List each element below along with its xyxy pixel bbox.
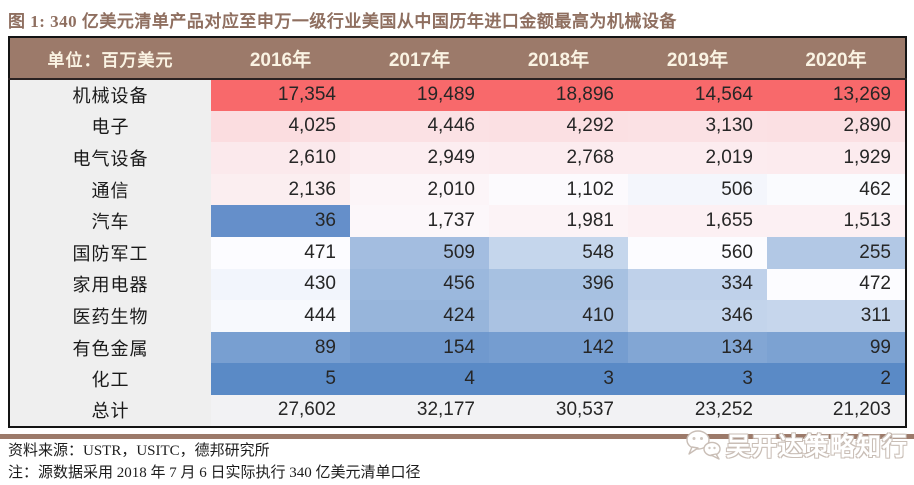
value-cell: 471: [211, 236, 350, 269]
value-cell: 142: [489, 331, 628, 364]
value-cell: 396: [489, 268, 628, 301]
footer: 资料来源：USTR，USITC，德邦研究所 注：源数据采用 2018 年 7 月…: [8, 440, 421, 484]
table-row: 总计 27,602 32,177 30,537 23,252 21,203: [9, 394, 906, 427]
year-header: 2019年: [628, 37, 767, 80]
value-cell: 30,537: [489, 394, 628, 427]
value-cell: 134: [628, 331, 767, 364]
table-row: 汽车 36 1,737 1,981 1,655 1,513: [9, 205, 906, 237]
value-cell: 3: [628, 363, 767, 395]
value-cell: 1,655: [628, 205, 767, 237]
value-cell: 1,102: [489, 173, 628, 206]
value-cell: 548: [489, 236, 628, 269]
value-cell: 4,292: [489, 110, 628, 143]
row-label: 化工: [9, 363, 211, 395]
table-row: 电气设备 2,610 2,949 2,768 2,019 1,929: [9, 142, 906, 174]
value-cell: 472: [767, 268, 906, 301]
value-cell: 410: [489, 300, 628, 332]
value-cell: 424: [350, 300, 489, 332]
value-cell: 154: [350, 331, 489, 364]
table-row: 有色金属 89 154 142 134 99: [9, 331, 906, 364]
table-header-row: 单位：百万美元 2016年 2017年 2018年 2019年 2020年: [9, 37, 906, 80]
value-cell: 21,203: [767, 394, 906, 427]
bottom-accent-band: [0, 434, 914, 439]
row-label: 国防军工: [9, 236, 211, 269]
value-cell: 255: [767, 236, 906, 269]
year-header: 2020年: [767, 37, 906, 80]
year-header: 2018年: [489, 37, 628, 80]
data-note: 注：源数据采用 2018 年 7 月 6 日实际执行 340 亿美元清单口径: [8, 465, 421, 481]
wechat-icon: [685, 429, 721, 461]
table-row: 化工 5 4 3 3 2: [9, 363, 906, 395]
table-row: 电子 4,025 4,446 4,292 3,130 2,890: [9, 110, 906, 143]
value-cell: 36: [211, 205, 350, 237]
value-cell: 2,019: [628, 142, 767, 174]
value-cell: 509: [350, 236, 489, 269]
value-cell: 2,610: [211, 142, 350, 174]
value-cell: 4,025: [211, 110, 350, 143]
row-label: 有色金属: [9, 331, 211, 364]
table-row: 通信 2,136 2,010 1,102 506 462: [9, 173, 906, 206]
value-cell: 444: [211, 300, 350, 332]
watermark-text: 吴开达策略知行: [725, 434, 908, 461]
year-header: 2017年: [350, 37, 489, 80]
source-note: 资料来源：USTR，USITC，德邦研究所: [8, 443, 270, 459]
watermark: 吴开达策略知行: [685, 427, 908, 463]
value-cell: 456: [350, 268, 489, 301]
import-table-wrap: 单位：百万美元 2016年 2017年 2018年 2019年 2020年 机械设备 17…: [8, 36, 907, 428]
row-label: 汽车: [9, 205, 211, 237]
value-cell: 2,768: [489, 142, 628, 174]
value-cell: 1,929: [767, 142, 906, 174]
row-label: 医药生物: [9, 300, 211, 332]
value-cell: 2: [767, 363, 906, 395]
row-label: 家用电器: [9, 268, 211, 301]
table-row: 家用电器 430 456 396 334 472: [9, 268, 906, 301]
value-cell: 17,354: [211, 79, 350, 111]
value-cell: 1,737: [350, 205, 489, 237]
value-cell: 27,602: [211, 394, 350, 427]
row-label: 总计: [9, 394, 211, 427]
value-cell: 334: [628, 268, 767, 301]
value-cell: 2,010: [350, 173, 489, 206]
value-cell: 13,269: [767, 79, 906, 111]
value-cell: 4,446: [350, 110, 489, 143]
value-cell: 3: [489, 363, 628, 395]
value-cell: 346: [628, 300, 767, 332]
value-cell: 311: [767, 300, 906, 332]
table-row: 机械设备 17,354 19,489 18,896 14,564 13,269: [9, 79, 906, 111]
value-cell: 1,513: [767, 205, 906, 237]
row-label: 通信: [9, 173, 211, 206]
value-cell: 462: [767, 173, 906, 206]
value-cell: 3,130: [628, 110, 767, 143]
value-cell: 506: [628, 173, 767, 206]
page-title: 图 1: 340 亿美元清单产品对应至申万一级行业美国从中国历年进口金额最高为机…: [8, 12, 677, 31]
table-row: 国防军工 471 509 548 560 255: [9, 236, 906, 269]
unit-header: 单位：百万美元: [9, 37, 211, 80]
value-cell: 23,252: [628, 394, 767, 427]
value-cell: 560: [628, 236, 767, 269]
year-header: 2016年: [211, 37, 350, 80]
value-cell: 32,177: [350, 394, 489, 427]
import-heatmap-table: 单位：百万美元 2016年 2017年 2018年 2019年 2020年 机械设备 17…: [8, 36, 907, 428]
value-cell: 99: [767, 331, 906, 364]
value-cell: 430: [211, 268, 350, 301]
value-cell: 2,890: [767, 110, 906, 143]
value-cell: 19,489: [350, 79, 489, 111]
value-cell: 2,136: [211, 173, 350, 206]
table-body: 机械设备 17,354 19,489 18,896 14,564 13,269 电子 4,02…: [9, 79, 906, 427]
value-cell: 4: [350, 363, 489, 395]
row-label: 机械设备: [9, 79, 211, 111]
value-cell: 5: [211, 363, 350, 395]
table-row: 医药生物 444 424 410 346 311: [9, 300, 906, 332]
value-cell: 18,896: [489, 79, 628, 111]
value-cell: 14,564: [628, 79, 767, 111]
value-cell: 2,949: [350, 142, 489, 174]
row-label: 电子: [9, 110, 211, 143]
value-cell: 89: [211, 331, 350, 364]
row-label: 电气设备: [9, 142, 211, 174]
value-cell: 1,981: [489, 205, 628, 237]
